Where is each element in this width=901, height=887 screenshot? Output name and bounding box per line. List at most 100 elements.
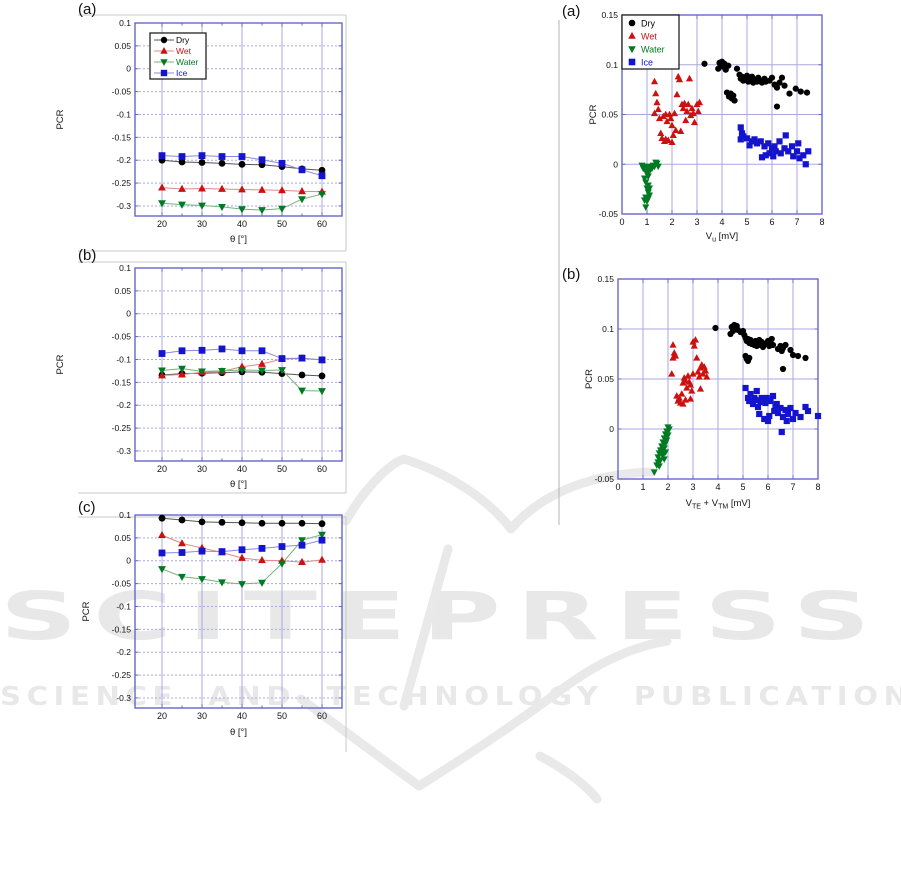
series-wet [668,336,711,407]
svg-text:0.05: 0.05 [601,110,618,120]
svg-text:50: 50 [277,219,287,229]
panel-label: (b) [78,247,96,264]
series-water [158,365,326,396]
chart-left_a: (a) 20 30 40 50 60 0.1 0.05 0 -0.05 -0.1 -0.15 -0.2 -… [55,1,347,252]
logo-top-page-curve [341,454,657,534]
plot-frame [134,22,343,217]
svg-text:50: 50 [277,711,287,721]
svg-text:-0.05: -0.05 [599,209,619,219]
svg-text:0: 0 [619,217,624,227]
plot-frame [134,267,343,462]
series-ice [737,124,812,168]
logo-bottom-swoosh [414,636,672,791]
svg-text:1: 1 [644,217,649,227]
series-dry [712,321,809,373]
gridlines [135,515,342,708]
svg-text:0.1: 0.1 [119,510,131,520]
svg-text:-0.3: -0.3 [116,693,131,703]
svg-text:0.05: 0.05 [597,374,614,384]
panel-label: (a) [562,3,580,20]
figure-border-box [78,261,347,494]
svg-text:40: 40 [237,219,247,229]
series-ice [742,384,822,436]
svg-text:-0.1: -0.1 [116,109,131,119]
figure-border-box [78,14,347,252]
svg-text:8: 8 [815,482,820,492]
x-axis-label: θ [°] [230,234,247,245]
svg-text:60: 60 [317,711,327,721]
y-axis-label: PCR [55,109,66,129]
svg-text:40: 40 [237,464,247,474]
svg-text:6: 6 [769,217,774,227]
svg-text:30: 30 [197,464,207,474]
svg-text:0.05: 0.05 [114,41,131,51]
series-water [650,424,673,476]
series-water [158,531,326,589]
series-ice [158,152,326,180]
svg-text:Dry: Dry [641,19,655,29]
svg-text:0.1: 0.1 [119,18,131,28]
svg-text:-0.3: -0.3 [116,446,131,456]
svg-text:7: 7 [790,482,795,492]
svg-text:-0.2: -0.2 [116,647,131,657]
svg-text:-0.3: -0.3 [116,201,131,211]
axis-ticks-and-labels: 20 30 40 50 60 0.1 0.05 0 -0.05 -0.1 -0.15 -0.2 -0.2… [112,263,342,474]
svg-text:0.1: 0.1 [606,60,618,70]
svg-text:-0.05: -0.05 [112,332,132,342]
panel-label: (c) [78,499,96,516]
svg-text:0.15: 0.15 [601,10,618,20]
svg-text:-0.2: -0.2 [116,155,131,165]
svg-text:1: 1 [640,482,645,492]
svg-text:0.1: 0.1 [602,324,614,334]
svg-text:Ice: Ice [176,68,188,78]
x-axis-label: θ [°] [230,479,247,490]
series-wet [650,72,704,145]
svg-text:Water: Water [641,45,665,55]
svg-text:Wet: Wet [176,46,192,56]
svg-text:20: 20 [157,219,167,229]
gridlines [135,268,342,461]
svg-text:0.05: 0.05 [114,286,131,296]
axis-ticks-and-labels: 0 1 2 3 4 5 6 7 80.150.10.050-0.05 [595,274,821,492]
panel-label: (a) [78,1,96,18]
y-axis-label: PCR [55,354,66,374]
svg-text:-0.1: -0.1 [116,601,131,611]
watermark-tagline-text: SCIENCE AND TECHNOLOGY PUBLICATIONS [0,682,901,712]
series-ice [158,345,326,364]
svg-text:-0.25: -0.25 [112,670,132,680]
svg-text:4: 4 [719,217,724,227]
svg-text:0.15: 0.15 [597,274,614,284]
svg-text:0: 0 [613,159,618,169]
svg-text:50: 50 [277,464,287,474]
series-dry [158,514,326,528]
svg-text:-0.2: -0.2 [116,400,131,410]
svg-text:-0.25: -0.25 [112,178,132,188]
svg-text:3: 3 [690,482,695,492]
svg-text:-0.05: -0.05 [112,87,132,97]
chart-left_c: (c) 20 30 40 50 60 0.1 0.05 0 -0.05 -0.1 -0.15 -0.2 -… [78,499,347,752]
panel-label: (b) [562,266,580,283]
svg-text:20: 20 [157,464,167,474]
svg-text:0: 0 [615,482,620,492]
svg-text:Dry: Dry [176,35,190,45]
series-water [158,191,326,215]
y-axis-label: PCR [81,601,92,621]
y-axis-label: PCR [588,104,599,124]
svg-text:30: 30 [197,711,207,721]
series-ice [158,536,326,557]
svg-text:0.1: 0.1 [119,263,131,273]
svg-text:6: 6 [765,482,770,492]
svg-text:-0.25: -0.25 [112,423,132,433]
series-dry [701,58,811,110]
x-axis-label: Vu​ [mV] [706,231,738,244]
svg-text:0: 0 [126,64,131,74]
svg-text:0: 0 [126,556,131,566]
svg-text:Ice: Ice [641,58,653,68]
svg-text:2: 2 [665,482,670,492]
svg-text:5: 5 [740,482,745,492]
